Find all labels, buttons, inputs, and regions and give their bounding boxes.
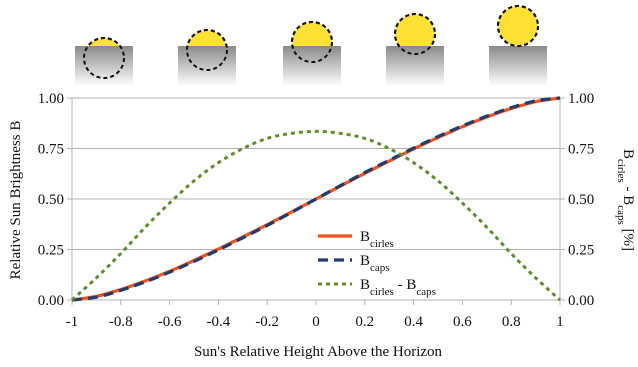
legend-label-3: Bcirles - Bcaps [360,277,436,298]
y-tick-label-right: 0.50 [568,192,594,208]
y-tick-labels-right: 0.00 0.25 0.50 0.75 1.00 [568,91,594,309]
y-tick-label-left: 0.25 [38,243,64,259]
x-tick-label: 1 [556,314,564,330]
sun-outline [291,21,333,63]
x-tick-label: 0.6 [453,314,472,330]
x-axis-label: Sun's Relative Height Above the Horizon [194,344,443,360]
series-line-3 [70,129,562,302]
y-tick-label-right: 0.00 [568,293,594,309]
x-tick-label: 0.4 [404,314,423,330]
sun-outline [186,29,228,71]
horizon-overlay [283,46,341,86]
sun-outline [83,37,125,79]
series-lines [70,96,562,302]
horizon-overlay [386,46,444,86]
y-tick-label-right: 0.25 [568,243,594,259]
x-tick-label: -1 [66,314,79,330]
series-line-2 [71,96,561,302]
y-tick-labels-left: 0.00 0.25 0.50 0.75 1.00 [38,91,64,309]
y-tick-label-left: 0.75 [38,142,64,158]
y-axis-label-left: Relative Sun Brightness B [8,121,24,280]
x-tick-label: -0.6 [158,314,182,330]
horizon-overlay [75,46,133,86]
axes [67,97,565,305]
sun-outline [497,5,539,47]
x-tick-label: 0 [312,314,320,330]
x-tick-label: -0.8 [109,314,133,330]
y-axis-label-right: Bcirles - Bcaps [%] [615,149,636,251]
y-tick-label-right: 1.00 [568,91,594,107]
x-tick-label: -0.4 [207,314,231,330]
y-tick-label-left: 0.50 [38,192,64,208]
sun-illustrations [75,5,547,86]
legend-label-2: Bcaps [360,253,390,274]
y-tick-label-right: 0.75 [568,142,594,158]
sun-outline [394,13,436,55]
y-tick-label-left: 1.00 [38,91,64,107]
legend: Bcirles Bcaps Bcirles - Bcaps [318,229,436,298]
x-tick-labels: -1 -0.8 -0.6 -0.4 -0.2 0 0.2 0.4 0.6 0.8 1 [66,314,564,330]
legend-label-1: Bcirles [360,229,394,250]
x-tick-label: 0.8 [502,314,521,330]
x-tick-label: 0.2 [355,314,374,330]
horizon-overlay [489,46,547,86]
x-tick-label: -0.2 [255,314,279,330]
y-tick-label-left: 0.00 [38,293,64,309]
